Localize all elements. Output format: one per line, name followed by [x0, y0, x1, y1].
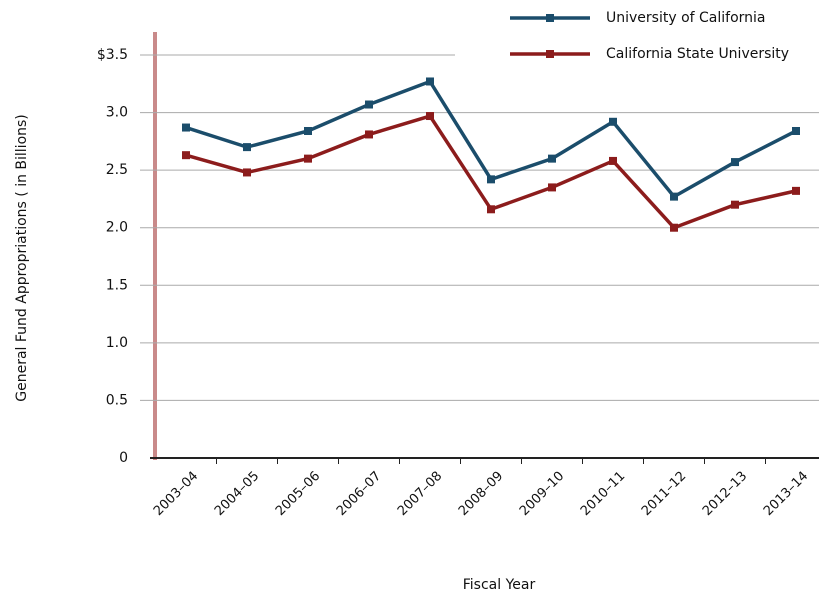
x-tick-label: 2005–06 [273, 469, 323, 519]
marker [609, 156, 617, 165]
x-tick-label: 2008–09 [456, 469, 506, 519]
legend-label: University of California [606, 10, 766, 26]
y-axis-label: General Fund Appropriations ( in Billion… [14, 114, 30, 402]
y-tick-label: 1.0 [106, 335, 128, 351]
legend-marker [546, 50, 554, 58]
legend-label: California State University [606, 46, 789, 62]
marker [731, 158, 739, 167]
marker [182, 123, 190, 132]
x-tick-label: 2007–08 [395, 469, 445, 519]
x-tick-label: 2003–04 [151, 469, 201, 519]
x-axis-label: Fiscal Year [463, 577, 536, 593]
marker [792, 126, 800, 135]
marker [792, 186, 800, 195]
marker [182, 151, 190, 160]
marker [304, 126, 312, 135]
x-tick-label: 2004–05 [212, 469, 262, 519]
y-tick-label: 3.0 [106, 105, 128, 121]
marker [243, 143, 251, 152]
marker [670, 223, 678, 232]
x-tick-label: 2006–07 [334, 469, 384, 519]
marker [609, 117, 617, 126]
x-tick-label: 2013–14 [761, 469, 811, 519]
marker [426, 112, 434, 121]
marker [670, 192, 678, 201]
marker [365, 100, 373, 109]
marker [731, 200, 739, 209]
x-tick-label: 2010–11 [578, 469, 628, 519]
marker [304, 154, 312, 163]
marker [487, 205, 495, 214]
y-tick-label: 0.5 [106, 392, 128, 408]
axis-bar [153, 32, 157, 460]
marker [365, 130, 373, 139]
x-tick-label: 2009–10 [517, 469, 567, 519]
marker [548, 154, 556, 163]
legend-marker [546, 14, 554, 22]
marker [487, 175, 495, 184]
y-tick-label: $3.5 [97, 47, 128, 63]
x-tick-label: 2012–13 [700, 469, 750, 519]
y-tick-label: 2.0 [106, 220, 128, 236]
marker [548, 183, 556, 192]
marker [243, 168, 251, 177]
y-tick-label: 0 [119, 450, 128, 466]
x-tick-label: 2011–12 [639, 469, 689, 519]
y-tick-label: 2.5 [106, 162, 128, 178]
marker [426, 77, 434, 86]
y-tick-label: 1.5 [106, 277, 128, 293]
